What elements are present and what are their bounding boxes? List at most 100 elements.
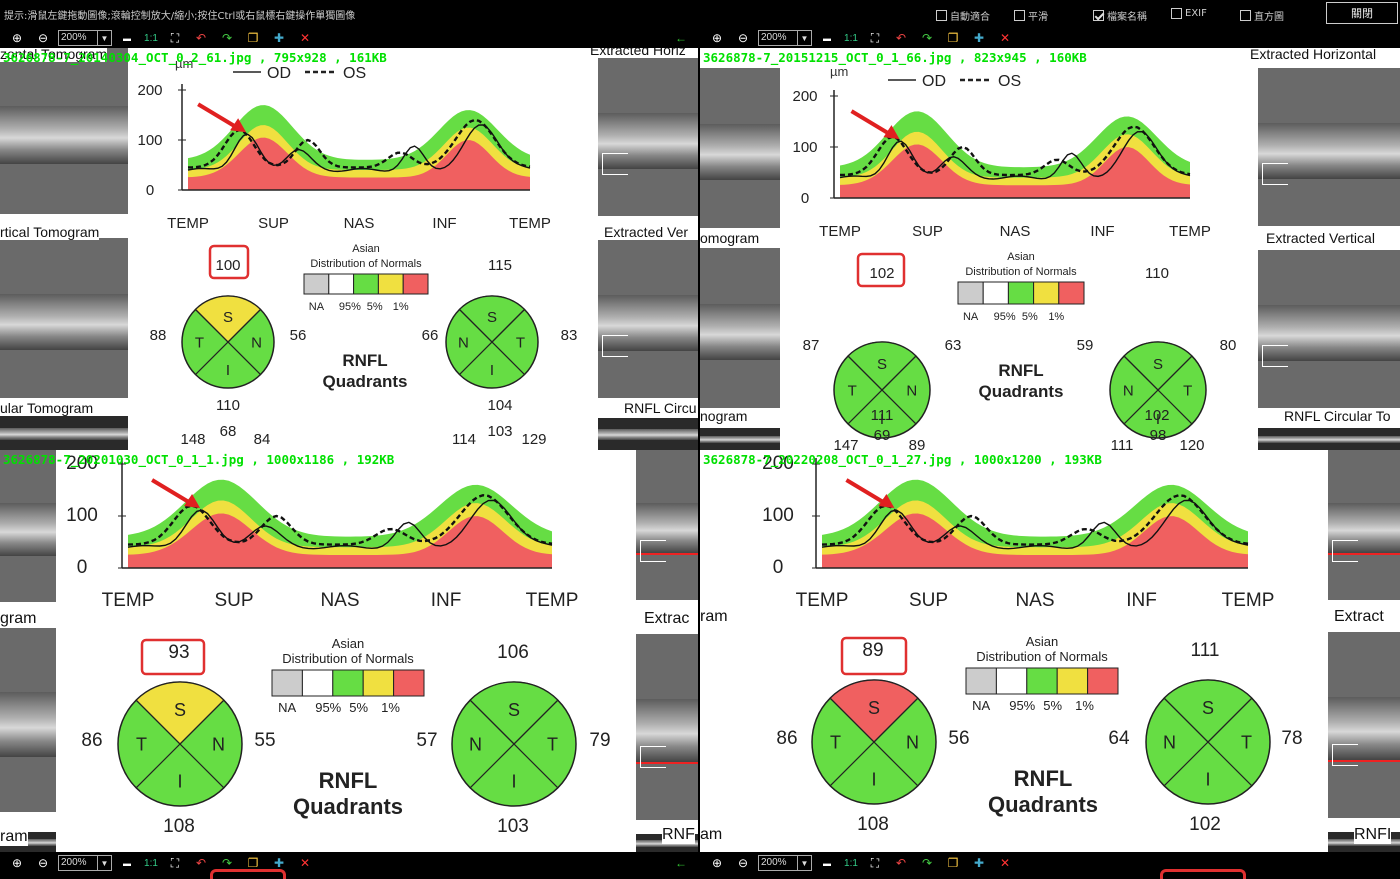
chevron-down-icon[interactable]: ▼: [98, 855, 112, 871]
zoom-select[interactable]: 200% ▼: [758, 855, 812, 871]
quadrant-letter: I: [226, 362, 230, 379]
save-icon[interactable]: ✚: [973, 856, 985, 870]
quadrant-divider: [1163, 697, 1253, 787]
quadrant-divider: [459, 309, 525, 375]
rotate-right-icon[interactable]: ↷: [221, 856, 233, 870]
os-quadrant-value-n: 57: [416, 730, 437, 751]
os-quadrant-diagram: S N T I: [1109, 341, 1207, 439]
os-legend-label: OS: [998, 73, 1021, 90]
outside-normal-area: [188, 137, 530, 190]
legend-swatch: [1058, 281, 1085, 305]
unit-label: µm: [830, 64, 848, 79]
fullscreen-icon[interactable]: ⛶: [170, 30, 180, 45]
legend-swatch: [1087, 667, 1119, 695]
fit-window-icon[interactable]: ▬: [123, 858, 131, 868]
image-pane[interactable]: omogram nogram Extracted Horizontal Extract…: [700, 48, 1400, 450]
zoom-in-icon[interactable]: ⊕: [11, 31, 23, 45]
os-profile-line: [127, 494, 553, 546]
quadrant-letter: T: [1241, 732, 1252, 752]
rotate-right-icon[interactable]: ↷: [921, 856, 933, 870]
fit-window-icon[interactable]: ▬: [823, 33, 831, 43]
legend-label: 95%: [339, 301, 361, 313]
rnfl-title: RNFL: [319, 768, 378, 793]
rotate-left-icon[interactable]: ↶: [195, 31, 207, 45]
zoom-in-icon[interactable]: ⊕: [711, 31, 723, 45]
chevron-down-icon[interactable]: ▼: [798, 855, 812, 871]
image-pane[interactable]: gram ram Extrac RNF 200 100 0 TEMP SUP NAS INF TEMP…: [0, 450, 698, 852]
save-icon[interactable]: ✚: [973, 31, 985, 45]
chevron-down-icon[interactable]: ▼: [798, 30, 812, 46]
exif-checkbox[interactable]: EXIF: [1171, 8, 1207, 19]
fullscreen-icon[interactable]: ⛶: [870, 30, 880, 45]
rotate-left-icon[interactable]: ↶: [895, 31, 907, 45]
copy-icon[interactable]: ❐: [947, 31, 959, 45]
copy-icon[interactable]: ❐: [247, 31, 259, 45]
zoom-value[interactable]: 200%: [58, 30, 98, 46]
rotate-left-icon[interactable]: ↶: [195, 856, 207, 870]
od-quadrant-value-t: 88: [150, 327, 167, 344]
zoom-select[interactable]: 200% ▼: [58, 30, 112, 46]
sync-arrow-icon[interactable]: ←: [675, 856, 687, 870]
actual-size-button[interactable]: 1:1: [844, 32, 858, 44]
sync-arrow-icon[interactable]: ←: [675, 31, 687, 45]
copy-icon[interactable]: ❐: [947, 856, 959, 870]
filename-checkbox[interactable]: 檔案名稱: [1093, 8, 1147, 23]
zoom-select[interactable]: 200% ▼: [58, 855, 112, 871]
zoom-out-icon[interactable]: ⊖: [37, 31, 49, 45]
od-quadrant-value-n: 56: [290, 327, 307, 344]
fit-window-icon[interactable]: ▬: [123, 33, 131, 43]
checkbox-box[interactable]: [936, 10, 947, 21]
close-icon[interactable]: ✕: [999, 31, 1011, 45]
close-icon[interactable]: ✕: [299, 31, 311, 45]
fit-window-icon[interactable]: ▬: [823, 858, 831, 868]
fullscreen-icon[interactable]: ⛶: [870, 855, 880, 870]
zoom-value[interactable]: 200%: [758, 30, 798, 46]
unit-label: µm: [175, 56, 193, 71]
checkbox-box[interactable]: [1171, 8, 1182, 19]
superior-sector: [1163, 679, 1253, 743]
od-quadrant-value-n: 55: [254, 730, 275, 751]
tomogram-label: Extracted Horizontal: [1250, 48, 1377, 62]
save-icon[interactable]: ✚: [273, 856, 285, 870]
smooth-checkbox[interactable]: 平滑: [1014, 8, 1048, 23]
rotate-right-icon[interactable]: ↷: [221, 31, 233, 45]
zoom-value[interactable]: 200%: [58, 855, 98, 871]
actual-size-button[interactable]: 1:1: [144, 32, 158, 44]
checkbox-box[interactable]: [1240, 10, 1251, 21]
quadrant-letter: S: [223, 309, 233, 326]
checkbox-box[interactable]: [1093, 10, 1104, 21]
image-pane[interactable]: ram am Extract RNFI 200 100 0 TEMP SUP NAS INF TEMP…: [700, 450, 1400, 852]
quadrant-letter: S: [1153, 356, 1163, 373]
chevron-down-icon[interactable]: ▼: [98, 30, 112, 46]
zoom-out-icon[interactable]: ⊖: [737, 31, 749, 45]
close-icon[interactable]: ✕: [999, 856, 1011, 870]
actual-size-button[interactable]: 1:1: [844, 857, 858, 869]
checkbox-box[interactable]: [1014, 10, 1025, 21]
histogram-checkbox[interactable]: 直方圖: [1240, 8, 1284, 23]
os-quadrant-diagram: S N T I: [451, 681, 577, 807]
save-icon[interactable]: ✚: [273, 31, 285, 45]
rotate-left-icon[interactable]: ↶: [895, 856, 907, 870]
actual-size-button[interactable]: 1:1: [144, 857, 158, 869]
zoom-out-icon[interactable]: ⊖: [37, 856, 49, 870]
highlight-box: [208, 244, 250, 280]
od-quadrant-diagram: S T N I: [833, 341, 931, 439]
copy-icon[interactable]: ❐: [247, 856, 259, 870]
zoom-out-icon[interactable]: ⊖: [737, 856, 749, 870]
od-quadrant-diagram: S T N I: [811, 679, 937, 805]
image-pane[interactable]: zontal Tomogram rtical Tomogram ular Tomog…: [0, 48, 698, 450]
fullscreen-icon[interactable]: ⛶: [170, 855, 180, 870]
legend-swatch: [402, 273, 429, 295]
zoom-in-icon[interactable]: ⊕: [711, 856, 723, 870]
zoom-value[interactable]: 200%: [758, 855, 798, 871]
x-tick-label: SUP: [258, 215, 289, 232]
close-icon[interactable]: ✕: [299, 856, 311, 870]
close-button[interactable]: 關閉: [1326, 2, 1398, 24]
highlight-box: [840, 636, 908, 676]
oct-tomogram-image: [636, 450, 698, 600]
x-tick-label: INF: [431, 590, 462, 611]
zoom-in-icon[interactable]: ⊕: [11, 856, 23, 870]
auto-fit-checkbox[interactable]: 自動適合: [936, 8, 990, 23]
rotate-right-icon[interactable]: ↷: [921, 31, 933, 45]
zoom-select[interactable]: 200% ▼: [758, 30, 812, 46]
